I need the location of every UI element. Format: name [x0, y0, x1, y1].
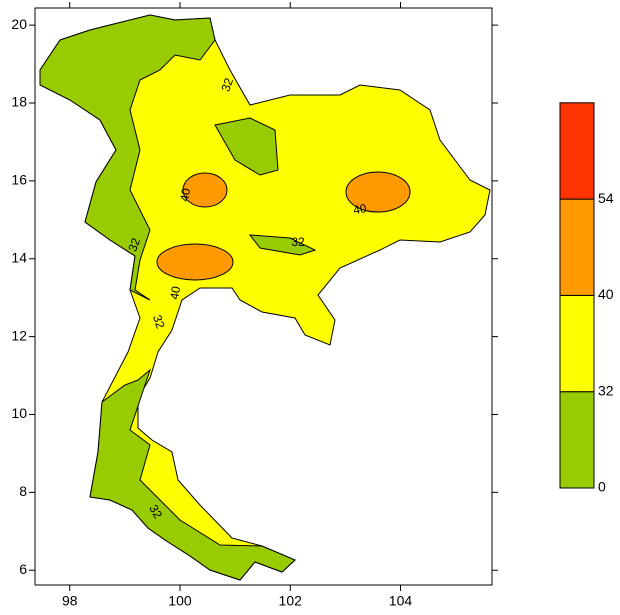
colorbar-label: 54 — [598, 190, 614, 206]
x-tick-label: 98 — [62, 593, 78, 609]
y-tick-label: 14 — [11, 249, 27, 265]
colorbar-band — [559, 391, 595, 489]
y-tick-label: 6 — [19, 561, 27, 577]
green-zone — [39, 14, 216, 301]
y-tick-label: 12 — [11, 327, 27, 343]
colorbar-label: 40 — [598, 286, 614, 302]
orange-zone — [156, 243, 234, 281]
contour-label: 32 — [125, 236, 143, 254]
green-zone — [89, 368, 296, 581]
y-tick-label: 10 — [11, 405, 27, 421]
contour-label: 32 — [218, 76, 236, 94]
x-tick-label: 102 — [279, 593, 303, 609]
colorbar-label: 0 — [598, 479, 606, 495]
y-tick-label: 18 — [11, 94, 27, 110]
orange-zone — [182, 172, 228, 208]
green-zone — [214, 117, 279, 176]
contour-label: 40 — [352, 201, 368, 217]
contour-label: 32 — [146, 502, 165, 521]
contour-label: 40 — [177, 187, 193, 203]
colorbar-band — [559, 102, 595, 200]
x-tick-label: 100 — [168, 593, 192, 609]
colorbar-band — [559, 198, 595, 296]
green-zone — [248, 234, 317, 256]
colorbar-label: 32 — [598, 382, 614, 398]
contour-label: 32 — [150, 313, 168, 331]
contour-label: 32 — [291, 235, 305, 249]
land — [39, 14, 491, 581]
orange-zone — [345, 171, 411, 213]
y-tick-label: 16 — [11, 172, 27, 188]
country-outline — [39, 14, 491, 581]
contour-label: 40 — [167, 285, 183, 301]
x-tick-label: 104 — [389, 593, 413, 609]
y-tick-label: 8 — [19, 483, 27, 499]
colorbar-band — [559, 294, 595, 393]
y-tick-label: 20 — [11, 16, 27, 32]
